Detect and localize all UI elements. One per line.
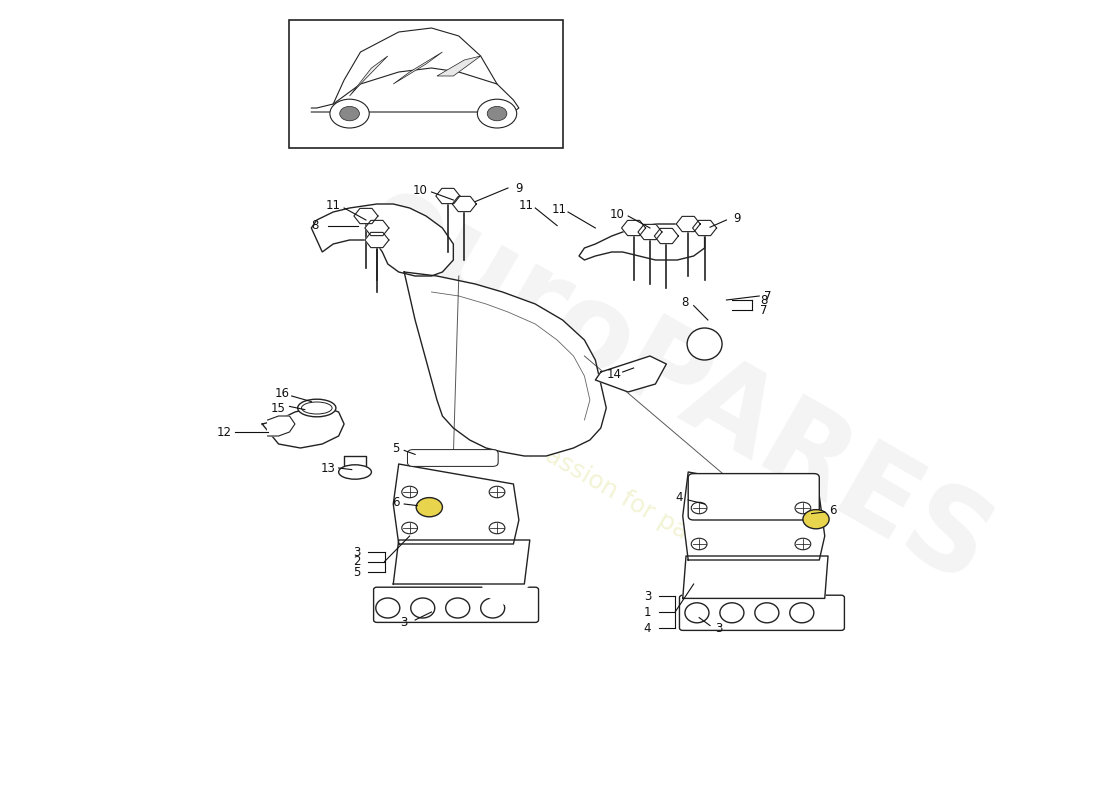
Text: 8: 8 [311, 219, 318, 232]
Text: 3: 3 [400, 616, 408, 629]
Polygon shape [683, 472, 825, 560]
Circle shape [416, 498, 442, 517]
FancyBboxPatch shape [407, 450, 498, 466]
Polygon shape [595, 356, 667, 392]
Polygon shape [267, 416, 295, 436]
Circle shape [402, 522, 418, 534]
Polygon shape [683, 556, 828, 598]
Circle shape [691, 502, 707, 514]
Text: euroPARES: euroPARES [345, 161, 1009, 607]
Polygon shape [437, 56, 481, 76]
Text: 11: 11 [552, 203, 567, 216]
Polygon shape [311, 68, 519, 112]
Polygon shape [350, 56, 388, 96]
Polygon shape [436, 188, 460, 204]
Text: 5: 5 [392, 442, 399, 454]
Ellipse shape [298, 399, 336, 417]
Polygon shape [365, 232, 389, 248]
Text: 4: 4 [644, 622, 651, 634]
Text: 14: 14 [606, 368, 621, 381]
Text: 7: 7 [760, 304, 768, 317]
Text: 7: 7 [764, 290, 772, 302]
Polygon shape [481, 548, 536, 608]
Text: 11: 11 [326, 199, 341, 212]
Circle shape [330, 99, 370, 128]
Circle shape [691, 538, 707, 550]
FancyBboxPatch shape [689, 474, 820, 520]
Text: 6: 6 [828, 504, 836, 517]
FancyBboxPatch shape [289, 20, 562, 148]
Circle shape [490, 522, 505, 534]
Polygon shape [354, 208, 378, 224]
Circle shape [402, 486, 418, 498]
Polygon shape [621, 220, 646, 236]
Circle shape [487, 106, 507, 121]
Polygon shape [394, 464, 519, 544]
Text: 11: 11 [519, 199, 534, 212]
Ellipse shape [755, 602, 779, 622]
Text: 4: 4 [675, 491, 683, 504]
Polygon shape [409, 452, 497, 464]
Circle shape [803, 510, 829, 529]
PathPatch shape [579, 224, 705, 260]
Ellipse shape [339, 465, 372, 479]
Polygon shape [693, 220, 716, 236]
Polygon shape [333, 28, 497, 104]
Text: 3: 3 [715, 622, 723, 634]
Circle shape [795, 502, 811, 514]
Text: 15: 15 [271, 402, 286, 414]
Ellipse shape [481, 598, 505, 618]
Text: a passion for parts since 1985: a passion for parts since 1985 [507, 423, 847, 633]
Polygon shape [394, 52, 442, 84]
Circle shape [477, 99, 517, 128]
Polygon shape [452, 196, 476, 212]
Text: 1: 1 [644, 606, 651, 618]
Polygon shape [365, 220, 389, 236]
Ellipse shape [719, 602, 744, 622]
Text: 10: 10 [414, 184, 428, 197]
FancyBboxPatch shape [374, 587, 539, 622]
Text: 16: 16 [274, 387, 289, 400]
Ellipse shape [376, 598, 399, 618]
Polygon shape [654, 228, 679, 244]
Text: 13: 13 [320, 462, 336, 474]
FancyBboxPatch shape [680, 595, 845, 630]
PathPatch shape [311, 204, 453, 276]
Ellipse shape [790, 602, 814, 622]
Text: 8: 8 [760, 294, 768, 306]
Ellipse shape [685, 602, 710, 622]
Polygon shape [262, 408, 344, 448]
Text: 12: 12 [217, 426, 231, 438]
Polygon shape [676, 216, 701, 232]
Polygon shape [638, 224, 662, 240]
Text: 8: 8 [681, 296, 689, 309]
Text: 3: 3 [644, 590, 651, 602]
Ellipse shape [446, 598, 470, 618]
Ellipse shape [688, 328, 722, 360]
Text: 9: 9 [734, 212, 741, 225]
Text: 2: 2 [353, 555, 361, 568]
Text: 6: 6 [392, 496, 399, 509]
Text: 10: 10 [609, 208, 625, 221]
Ellipse shape [301, 402, 332, 414]
Polygon shape [404, 272, 606, 456]
Text: 9: 9 [515, 182, 522, 194]
Text: 3: 3 [353, 546, 361, 558]
Circle shape [490, 486, 505, 498]
Polygon shape [394, 540, 530, 584]
Ellipse shape [410, 598, 435, 618]
Circle shape [340, 106, 360, 121]
Text: 5: 5 [353, 566, 361, 578]
Circle shape [795, 538, 811, 550]
